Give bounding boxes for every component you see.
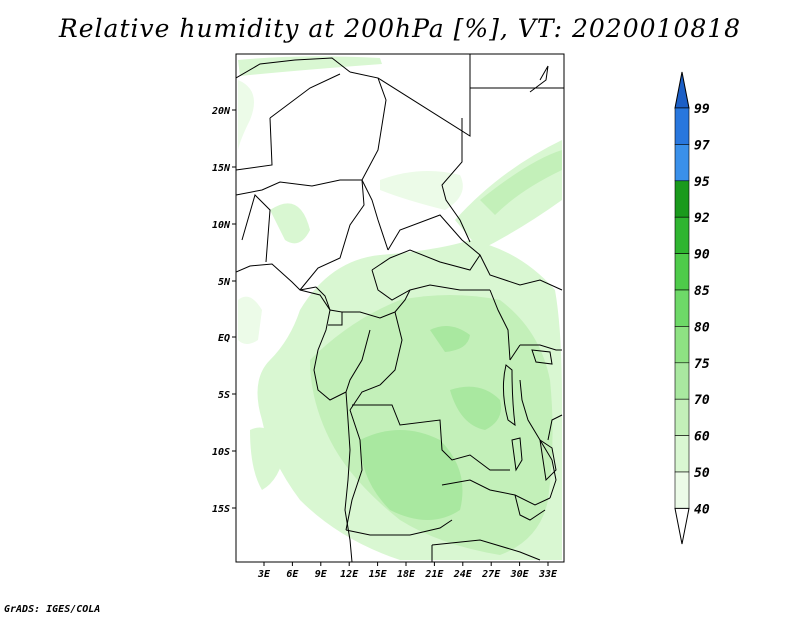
map-title: Relative humidity at 200hPa [%], VT: 202… (58, 14, 742, 43)
colorbar-level-label: 97 (694, 138, 710, 153)
grads-credit: GrADS: IGES/COLA (4, 604, 101, 615)
colorbar-top-arrow (674, 71, 690, 109)
latitude-axis: 20N 15N 10N 5N EQ 5S 10S 15S (211, 106, 236, 515)
colorbar-segment (674, 362, 690, 400)
country-borders (236, 54, 564, 562)
lat-tick-label: EQ (218, 333, 230, 344)
lon-tick-label: 30E (510, 569, 530, 580)
lon-tick-label: 9E (315, 569, 328, 580)
lat-tick-label: 10S (212, 447, 230, 458)
lat-tick-label: 5S (218, 390, 230, 401)
colorbar-segment (674, 144, 690, 182)
colorbar-segment (674, 107, 690, 145)
map-frame (235, 53, 565, 563)
lat-tick-label: 15N (212, 163, 231, 174)
lon-tick-label: 24E (453, 569, 473, 580)
colorbar-bottom-arrow (674, 507, 690, 545)
lon-tick-label: 15E (369, 569, 388, 580)
colorbar-segment (674, 471, 690, 509)
colorbar-level-label: 99 (694, 102, 710, 117)
colorbar-segment (674, 326, 690, 364)
colorbar-segment (674, 180, 690, 218)
colorbar-level-label: 90 (694, 248, 710, 263)
colorbar-level-label: 70 (694, 393, 710, 408)
colorbar-level-label: 95 (694, 175, 710, 190)
colorbar-level-label: 92 (694, 211, 710, 226)
lon-tick-label: 12E (340, 569, 359, 580)
lon-tick-label: 6E (286, 569, 299, 580)
colorbar-level-label: 60 (694, 430, 710, 445)
colorbar-level-label: 80 (694, 320, 710, 335)
colorbar-segment (674, 398, 690, 436)
colorbar: 99 97 95 92 90 85 80 75 70 60 50 40 (674, 71, 710, 545)
colorbar-segment (674, 216, 690, 254)
colorbar-level-label: 40 (694, 502, 710, 517)
coastline (236, 65, 557, 562)
longitude-axis: 3E 6E 9E 12E 15E 18E 21E 24E 27E 30E 33E (257, 562, 558, 580)
colorbar-segment (674, 435, 690, 473)
lat-tick-label: 20N (211, 106, 231, 117)
colorbar-level-label: 85 (694, 284, 710, 299)
lon-tick-label: 33E (538, 569, 558, 580)
colorbar-level-label: 50 (694, 466, 710, 481)
lon-tick-label: 18E (397, 569, 416, 580)
lon-tick-label: 27E (481, 569, 501, 580)
colorbar-segment (674, 253, 690, 291)
lon-tick-label: 21E (424, 569, 444, 580)
lat-tick-label: 15S (212, 504, 230, 515)
lat-tick-label: 10N (212, 220, 231, 231)
colorbar-segment (674, 289, 690, 327)
lon-tick-label: 3E (257, 569, 271, 580)
colorbar-level-label: 75 (694, 357, 710, 372)
lat-tick-label: 5N (218, 277, 231, 288)
